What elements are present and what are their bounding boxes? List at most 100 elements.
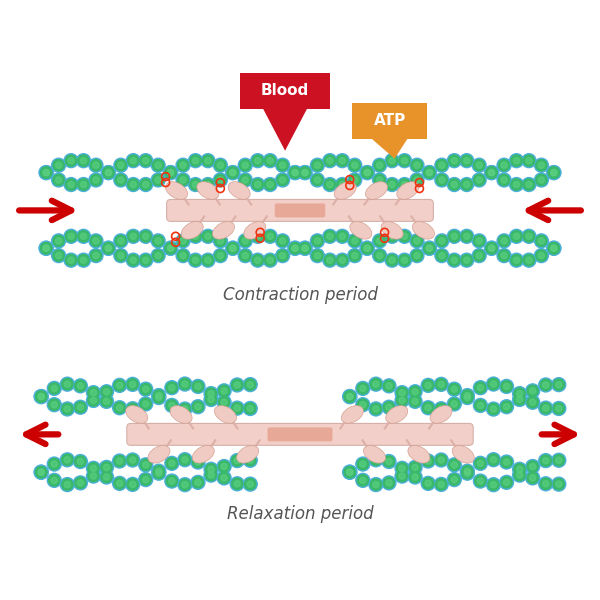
- Circle shape: [238, 173, 252, 187]
- Circle shape: [191, 400, 205, 413]
- Circle shape: [472, 173, 486, 187]
- Circle shape: [556, 457, 562, 463]
- Circle shape: [386, 179, 398, 190]
- Circle shape: [412, 398, 418, 404]
- Circle shape: [536, 160, 547, 171]
- Circle shape: [389, 257, 395, 263]
- Circle shape: [552, 477, 566, 491]
- Circle shape: [226, 241, 240, 255]
- Circle shape: [344, 467, 355, 478]
- Circle shape: [77, 480, 83, 486]
- Circle shape: [312, 250, 323, 261]
- Circle shape: [373, 173, 386, 187]
- Circle shape: [395, 461, 409, 475]
- Circle shape: [214, 173, 227, 187]
- Circle shape: [312, 235, 323, 247]
- Circle shape: [339, 257, 346, 263]
- Circle shape: [360, 241, 374, 255]
- Circle shape: [475, 475, 486, 487]
- Circle shape: [51, 401, 58, 408]
- Circle shape: [509, 178, 523, 191]
- Circle shape: [65, 179, 77, 190]
- Ellipse shape: [126, 406, 148, 423]
- Circle shape: [91, 250, 101, 261]
- Circle shape: [93, 238, 99, 244]
- Circle shape: [230, 169, 236, 176]
- Circle shape: [140, 474, 151, 485]
- Circle shape: [451, 257, 457, 263]
- Circle shape: [116, 458, 123, 464]
- Circle shape: [182, 457, 188, 463]
- Text: Relaxation period: Relaxation period: [227, 505, 373, 523]
- Circle shape: [551, 245, 557, 251]
- Circle shape: [337, 155, 348, 166]
- Circle shape: [373, 481, 379, 488]
- Circle shape: [426, 245, 433, 251]
- Circle shape: [78, 231, 89, 242]
- Circle shape: [501, 381, 512, 392]
- Circle shape: [412, 160, 422, 171]
- Circle shape: [373, 406, 379, 412]
- Circle shape: [475, 382, 486, 393]
- Circle shape: [451, 461, 457, 468]
- Circle shape: [323, 178, 337, 191]
- Circle shape: [164, 241, 178, 255]
- Circle shape: [155, 253, 161, 259]
- Circle shape: [263, 253, 277, 267]
- Circle shape: [155, 468, 162, 475]
- Circle shape: [232, 455, 243, 466]
- Circle shape: [539, 454, 553, 467]
- Circle shape: [473, 381, 487, 395]
- Circle shape: [100, 394, 113, 409]
- Circle shape: [488, 169, 495, 176]
- Circle shape: [410, 173, 424, 187]
- Circle shape: [412, 175, 422, 185]
- Circle shape: [89, 234, 103, 248]
- Circle shape: [434, 453, 448, 467]
- Circle shape: [490, 457, 497, 463]
- Circle shape: [475, 458, 486, 469]
- Circle shape: [188, 229, 202, 243]
- Circle shape: [376, 162, 383, 169]
- Circle shape: [62, 454, 73, 466]
- Circle shape: [462, 466, 473, 477]
- Circle shape: [485, 241, 499, 255]
- Circle shape: [73, 400, 88, 414]
- Circle shape: [522, 178, 536, 191]
- Circle shape: [232, 478, 243, 490]
- Circle shape: [101, 241, 115, 255]
- Circle shape: [449, 231, 460, 242]
- Circle shape: [488, 454, 499, 465]
- Circle shape: [497, 248, 511, 263]
- Circle shape: [214, 248, 227, 263]
- Circle shape: [68, 233, 74, 239]
- Circle shape: [221, 463, 227, 470]
- Circle shape: [438, 481, 445, 488]
- Circle shape: [414, 253, 420, 259]
- Circle shape: [547, 241, 561, 255]
- Circle shape: [165, 457, 179, 470]
- Circle shape: [127, 479, 138, 490]
- Circle shape: [448, 382, 461, 396]
- Circle shape: [234, 405, 241, 411]
- Circle shape: [125, 377, 140, 391]
- Circle shape: [488, 403, 499, 415]
- Circle shape: [389, 233, 395, 239]
- Circle shape: [435, 173, 449, 187]
- Circle shape: [298, 166, 312, 179]
- Circle shape: [128, 155, 139, 166]
- Circle shape: [399, 231, 410, 242]
- Circle shape: [193, 181, 199, 188]
- Circle shape: [180, 253, 186, 259]
- Circle shape: [77, 154, 91, 167]
- Circle shape: [460, 466, 475, 480]
- Circle shape: [514, 388, 525, 399]
- Circle shape: [412, 389, 418, 395]
- Circle shape: [205, 394, 217, 405]
- Circle shape: [61, 478, 74, 491]
- Circle shape: [188, 178, 202, 191]
- Circle shape: [542, 405, 549, 411]
- Circle shape: [292, 245, 298, 251]
- Circle shape: [460, 154, 473, 167]
- Circle shape: [88, 463, 99, 474]
